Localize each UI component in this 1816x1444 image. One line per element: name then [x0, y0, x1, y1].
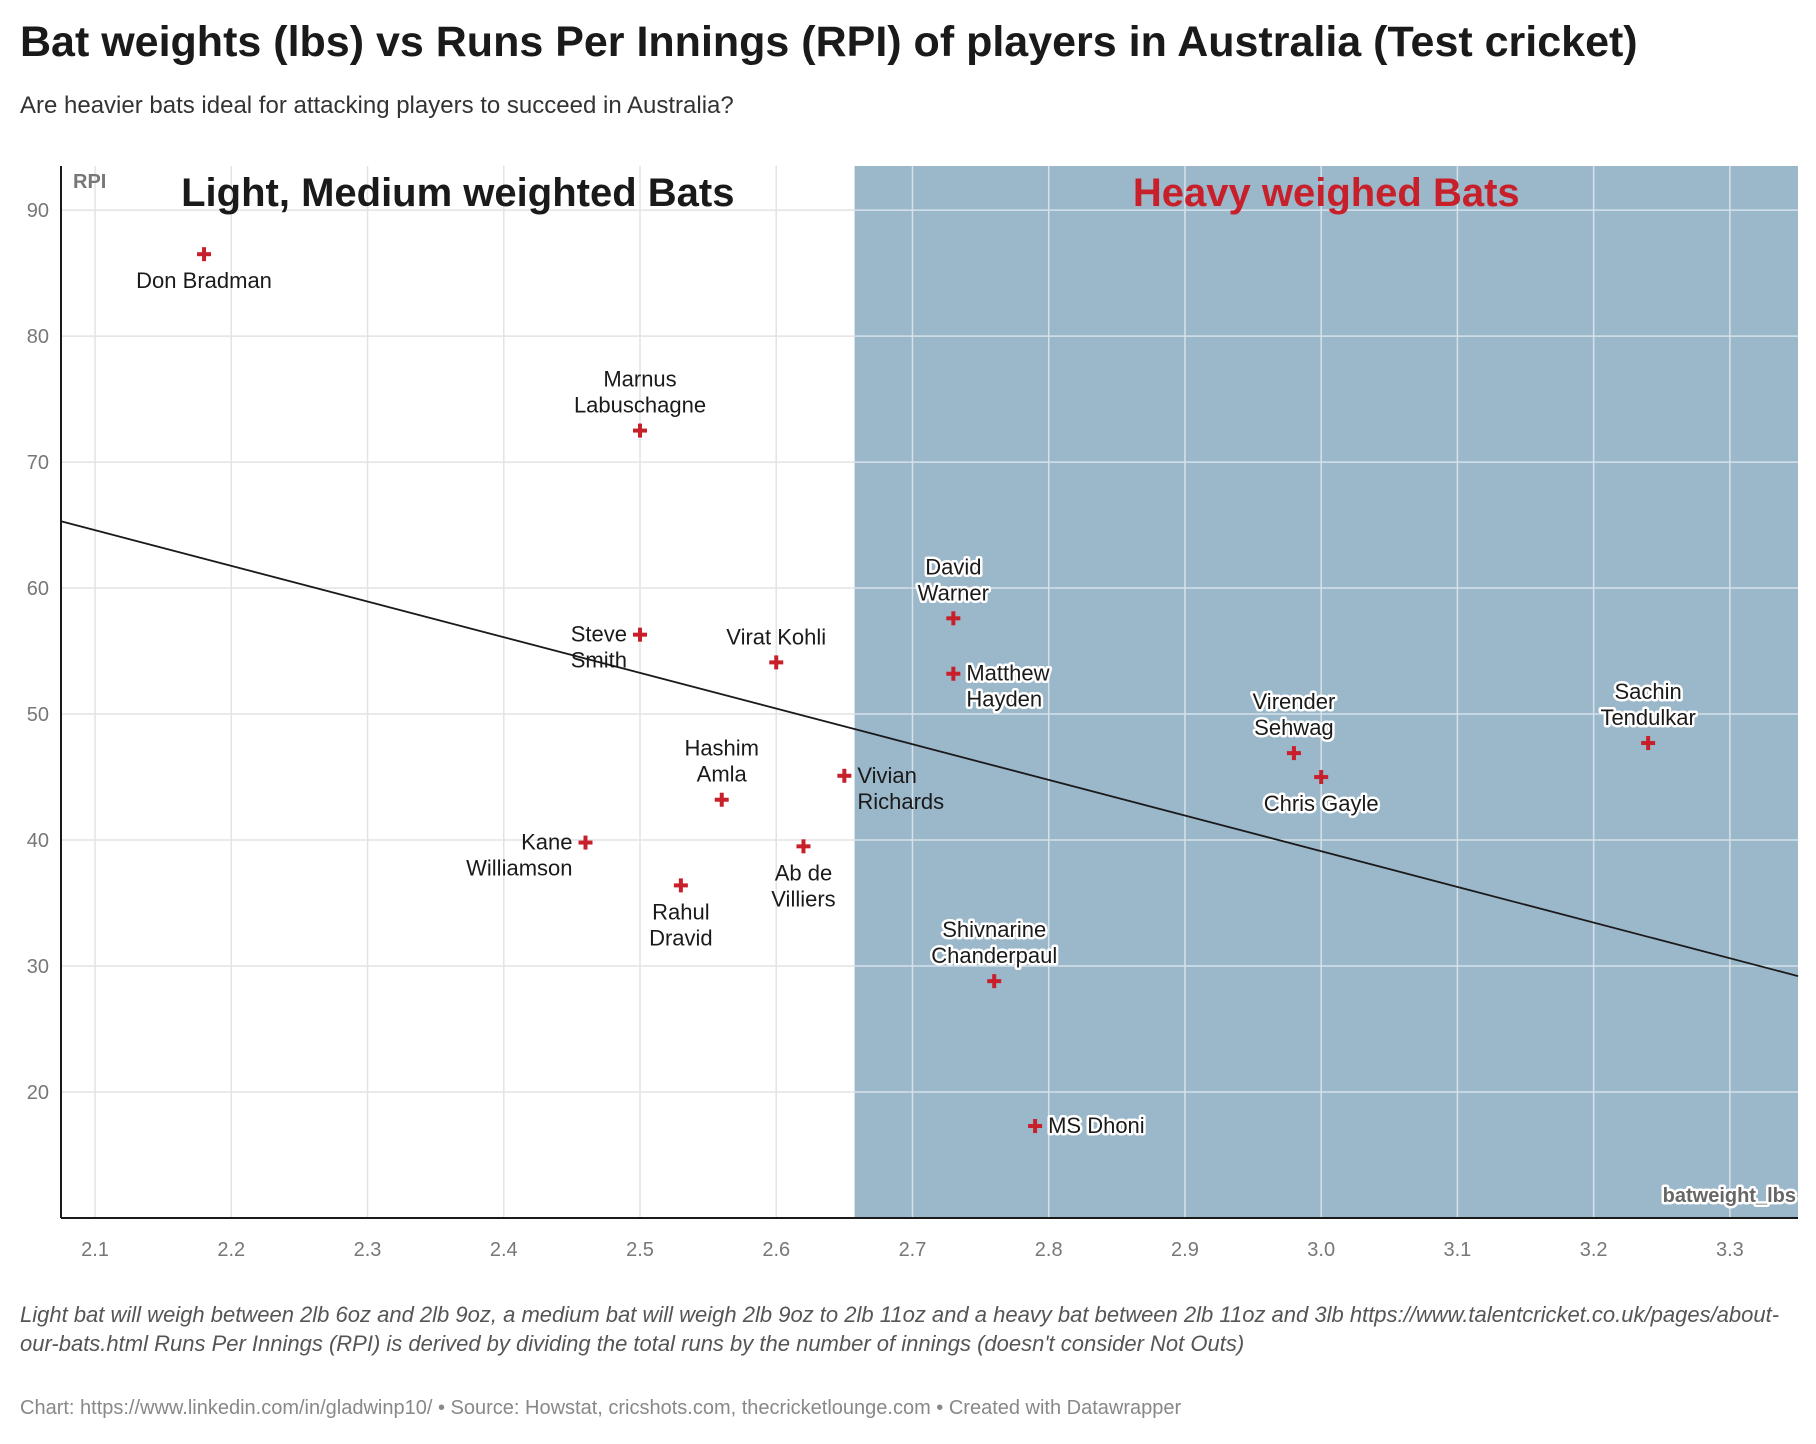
y-tick-label: 20 [27, 1082, 49, 1104]
grid-layer [61, 166, 1798, 1218]
point-label: Kane Williamson [466, 830, 572, 881]
x-tick-label: 3.2 [1580, 1239, 1608, 1261]
x-tick-label: 2.7 [899, 1239, 927, 1261]
point-label: Sachin Tendulkar [1600, 679, 1695, 730]
marker-bar-v [719, 792, 724, 807]
marker-bar-v [951, 666, 956, 681]
data-point [633, 423, 647, 438]
data-point [1286, 746, 1301, 761]
marker-bar-v [638, 423, 642, 438]
x-tick-label: 3.3 [1716, 1239, 1744, 1261]
x-axis-title: batweight_lbs [1663, 1185, 1796, 1207]
point-label: Marnus Labuschagne [574, 367, 706, 418]
data-point [633, 627, 647, 642]
point-label: Steve Smith [571, 622, 627, 673]
heavy-region [854, 166, 1798, 1218]
y-tick-label: 60 [27, 578, 49, 600]
point-label: Shivnarine Chanderpaul [931, 917, 1057, 968]
region-label-0: Light, Medium weighted Bats [181, 171, 734, 215]
trendline-layer [60, 520, 1799, 977]
marker-bar-v [801, 839, 806, 854]
chart-title: Bat weights (lbs) vs Runs Per Innings (R… [20, 18, 1638, 66]
data-point [769, 655, 784, 670]
data-point [946, 666, 961, 681]
marker-bar-v [842, 768, 847, 783]
scatter-chart: 2.1 2.2 2.3 2.4 2.5 2.6 2.7 2.8 2.9 3.0 3.1 3.2 3.3 2… [27, 166, 1799, 1261]
region-layer [854, 166, 1798, 1218]
point-label: Hashim Amla [684, 736, 759, 787]
point-label: Matthew Hayden [966, 661, 1049, 712]
x-tick-label: 2.8 [1035, 1239, 1063, 1261]
point-label: Rahul Dravid [649, 899, 713, 950]
data-point [1641, 736, 1656, 751]
marker-bar-v [1291, 746, 1296, 761]
point-label: Chris Gayle [1264, 791, 1379, 816]
marker-bar-v [202, 247, 207, 262]
x-tick-label: 2.6 [762, 1239, 790, 1261]
data-point [714, 792, 729, 807]
marker-bar-v [638, 627, 642, 642]
labels-layer: Light, Medium weighted Bats Heavy weighed… [136, 171, 1698, 1141]
marker-bar-v [1646, 736, 1651, 751]
x-tick-label: 2.4 [490, 1239, 518, 1261]
x-tick-label: 2.5 [626, 1239, 654, 1261]
marker-bar-v [951, 611, 956, 626]
point-label: Don Bradman [136, 268, 272, 293]
point-label: Vivian Richards [857, 763, 944, 814]
axes-layer: 2.1 2.2 2.3 2.4 2.5 2.6 2.7 2.8 2.9 3.0 3.1 3.2 3.3 2… [27, 166, 1799, 1261]
x-tick-label: 2.3 [354, 1239, 382, 1261]
point-label: Virat Kohli [726, 624, 826, 649]
x-tick-label: 3.0 [1307, 1239, 1335, 1261]
y-tick-label: 90 [27, 200, 49, 222]
trendline [60, 520, 1799, 977]
y-tick-label: 70 [27, 452, 49, 474]
y-axis-title: RPI [73, 171, 106, 193]
chart-subtitle: Are heavier bats ideal for attacking pla… [20, 92, 734, 119]
region-label-1: Heavy weighed Bats [1133, 171, 1520, 215]
points-layer [197, 247, 1656, 1134]
y-tick-label: 80 [27, 326, 49, 348]
marker-bar-v [774, 655, 779, 670]
x-tick-label: 2.1 [81, 1239, 109, 1261]
data-point [673, 878, 688, 893]
marker-bar-v [1033, 1119, 1038, 1134]
point-label: David Warner [918, 554, 989, 605]
chart-notes: Light bat will weigh between 2lb 6oz and… [20, 1302, 1780, 1356]
marker-bar-v [678, 878, 683, 893]
y-tick-label: 40 [27, 830, 49, 852]
marker-bar-v [992, 974, 997, 989]
marker-bar-v [1319, 770, 1324, 785]
chart-byline: Chart: https://www.linkedin.com/in/gladw… [20, 1397, 1182, 1419]
data-point [987, 974, 1002, 989]
data-point [946, 611, 961, 626]
point-label: Ab de Villiers [771, 860, 835, 911]
data-point [1028, 1119, 1043, 1134]
data-point [837, 768, 852, 783]
x-tick-label: 2.2 [217, 1239, 245, 1261]
y-tick-label: 50 [27, 704, 49, 726]
data-point [197, 247, 212, 262]
point-label: MS Dhoni [1048, 1113, 1145, 1138]
data-point [1314, 770, 1329, 785]
x-tick-label: 2.9 [1171, 1239, 1199, 1261]
x-tick-label: 3.1 [1444, 1239, 1472, 1261]
point-label: Virender Sehwag [1253, 689, 1336, 740]
marker-bar-v [583, 835, 588, 850]
data-point [796, 839, 811, 854]
y-tick-label: 30 [27, 956, 49, 978]
data-point [578, 835, 593, 850]
